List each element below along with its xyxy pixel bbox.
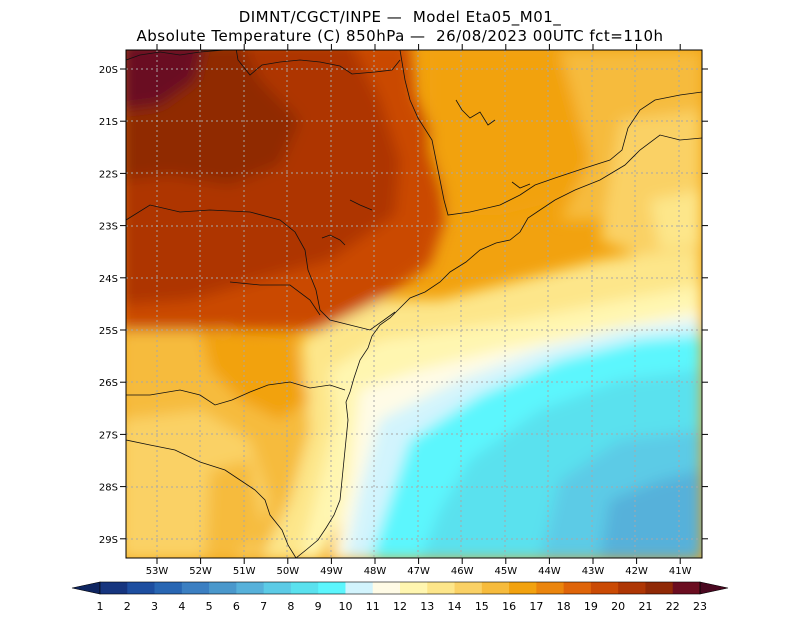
colorbar-label: 11 xyxy=(366,600,380,613)
lat-label: 21S xyxy=(99,117,118,128)
colorbar-label: 21 xyxy=(638,600,652,613)
longitude-labels: 53W 52W 51W 50W 49W 48W 47W 46W 45W 44W 43W 42W 41W xyxy=(146,566,692,577)
colorbar-swatch xyxy=(318,582,346,594)
lon-label: 46W xyxy=(451,566,474,577)
map-title-line-1: DIMNT/CGCT/INPE — Model Eta05_M01_ xyxy=(238,8,562,26)
lon-label: 41W xyxy=(669,566,692,577)
colorbar-label: 7 xyxy=(260,600,267,613)
colorbar-swatch xyxy=(345,582,374,594)
latitude-ticks xyxy=(120,68,708,540)
colorbar-label: 6 xyxy=(233,600,240,613)
colorbar-label: 12 xyxy=(393,600,407,613)
colorbar-label: 1 xyxy=(97,600,104,613)
colorbar-label: 15 xyxy=(475,600,489,613)
lat-label: 27S xyxy=(99,430,118,441)
lon-label: 49W xyxy=(320,566,343,577)
colorbar-label: 23 xyxy=(693,600,707,613)
colorbar-swatch xyxy=(509,582,537,594)
colorbar-label: 22 xyxy=(666,600,680,613)
lon-label: 45W xyxy=(494,566,517,577)
temperature-field xyxy=(126,50,702,558)
lon-label: 47W xyxy=(407,566,430,577)
lon-label: 50W xyxy=(276,566,299,577)
lon-label: 48W xyxy=(364,566,387,577)
colorbar-swatch xyxy=(536,582,565,594)
colorbar-swatch xyxy=(181,582,210,594)
map-frame xyxy=(125,49,703,559)
colorbar-swatch xyxy=(100,582,128,594)
lon-label: 43W xyxy=(582,566,605,577)
colorbar-swatch xyxy=(399,582,428,594)
colorbar-swatch xyxy=(154,582,183,594)
colorbar-swatch xyxy=(481,582,510,594)
colorbar-outline xyxy=(99,581,701,595)
colorbar-label: 4 xyxy=(178,600,185,613)
colorbar-label: 3 xyxy=(151,600,158,613)
colorbar-label: 8 xyxy=(287,600,294,613)
colorbar-label: 18 xyxy=(557,600,571,613)
colorbar-label: 9 xyxy=(315,600,322,613)
lon-label: 52W xyxy=(189,566,212,577)
longitude-ticks xyxy=(156,44,681,564)
colorbar-swatch xyxy=(372,582,401,594)
colorbar-swatch xyxy=(209,582,237,594)
lon-label: 51W xyxy=(233,566,256,577)
coastline-and-boundaries xyxy=(126,50,702,558)
colorbar-label: 14 xyxy=(448,600,462,613)
colorbar-swatch xyxy=(454,582,483,594)
colorbar-low-arrow xyxy=(71,581,101,595)
colorbar-label: 13 xyxy=(420,600,434,613)
map-title-line-2: Absolute Temperature (C) 850hPa — 26/08/… xyxy=(136,27,664,45)
lat-label: 20S xyxy=(99,65,118,76)
colorbar-label: 17 xyxy=(529,600,543,613)
colorbar-label: 10 xyxy=(338,600,352,613)
colorbar-labels: 1 2 3 4 5 6 7 8 9 10 11 12 13 14 15 16 17 18 19 20 21 22 23 xyxy=(97,600,707,613)
latitude-labels: 20S 21S 22S 23S 24S 25S 26S 27S 28S 29S xyxy=(99,65,118,546)
colorbar-swatch xyxy=(290,582,319,594)
colorbar-swatch xyxy=(672,582,701,594)
lat-label: 29S xyxy=(99,535,118,546)
lon-label: 53W xyxy=(146,566,169,577)
lon-label: 44W xyxy=(538,566,561,577)
colorbar-swatch xyxy=(127,582,155,594)
colorbar-label: 19 xyxy=(584,600,598,613)
colorbar-high-arrow xyxy=(699,581,729,595)
colorbar-label: 5 xyxy=(206,600,213,613)
lat-label: 23S xyxy=(99,222,118,233)
lat-label: 22S xyxy=(99,169,118,180)
lat-label: 26S xyxy=(99,378,118,389)
map-gridlines xyxy=(126,50,702,558)
colorbar-swatch xyxy=(563,582,592,594)
lat-label: 25S xyxy=(99,326,118,337)
colorbar-swatch xyxy=(618,582,646,594)
colorbar-swatch xyxy=(590,582,619,594)
colorbar xyxy=(71,581,729,595)
lon-label: 42W xyxy=(625,566,648,577)
lat-label: 24S xyxy=(99,274,118,285)
colorbar-swatch xyxy=(236,582,265,594)
lat-label: 28S xyxy=(99,483,118,494)
colorbar-label: 20 xyxy=(611,600,625,613)
colorbar-swatch xyxy=(427,582,455,594)
colorbar-swatch xyxy=(645,582,674,594)
colorbar-label: 16 xyxy=(502,600,516,613)
colorbar-label: 2 xyxy=(124,600,131,613)
colorbar-swatch xyxy=(263,582,292,594)
